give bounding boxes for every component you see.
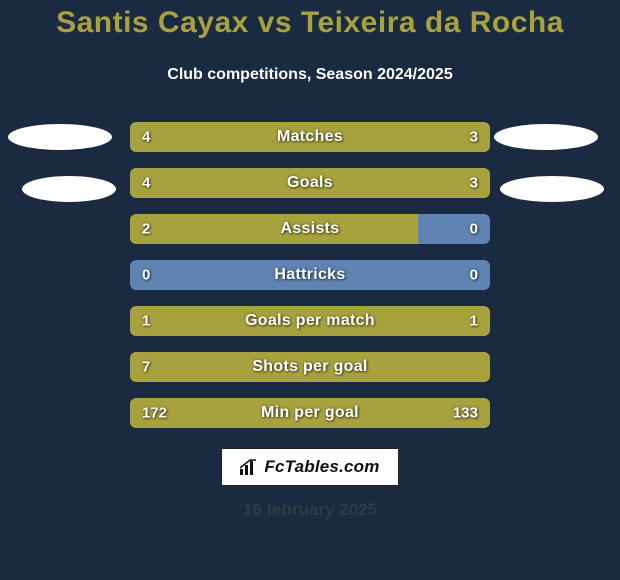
stat-right-value: 0 (470, 221, 478, 238)
stat-fill-right (335, 168, 490, 198)
bar-chart-icon (240, 459, 258, 475)
date-label: 16 february 2025 (0, 500, 620, 520)
stat-right-value: 1 (470, 313, 478, 330)
stat-label: Assists (280, 220, 339, 238)
stat-right-value: 133 (453, 405, 478, 422)
stat-row: 7 Shots per goal (130, 352, 490, 382)
stat-left-value: 2 (142, 221, 150, 238)
stat-row: 2 Assists 0 (130, 214, 490, 244)
comparison-infographic: Santis Cayax vs Teixeira da Rocha Club c… (0, 0, 620, 580)
stat-left-value: 0 (142, 267, 150, 284)
stat-left-value: 4 (142, 175, 150, 192)
stat-right-value: 3 (470, 129, 478, 146)
stat-label: Matches (277, 128, 343, 146)
decorative-ellipse (22, 176, 116, 202)
decorative-ellipse (8, 124, 112, 150)
stats-panel: 4 Matches 3 4 Goals 3 2 Assists 0 0 Hattricks 0 1 Goa… (130, 122, 490, 444)
stat-row: 1 Goals per match 1 (130, 306, 490, 336)
stat-right-value: 3 (470, 175, 478, 192)
stat-label: Goals per match (245, 312, 375, 330)
stat-row: 4 Matches 3 (130, 122, 490, 152)
stat-row: 172 Min per goal 133 (130, 398, 490, 428)
subtitle: Club competitions, Season 2024/2025 (0, 66, 620, 84)
stat-label: Hattricks (274, 266, 345, 284)
stat-label: Min per goal (261, 404, 359, 422)
brand-box: FcTables.com (221, 448, 399, 486)
stat-left-value: 7 (142, 359, 150, 376)
stat-row: 4 Goals 3 (130, 168, 490, 198)
brand-text: FcTables.com (264, 457, 379, 477)
stat-label: Shots per goal (252, 358, 367, 376)
decorative-ellipse (500, 176, 604, 202)
decorative-ellipse (494, 124, 598, 150)
page-title: Santis Cayax vs Teixeira da Rocha (0, 0, 620, 40)
stat-fill-left (130, 214, 418, 244)
stat-label: Goals (287, 174, 333, 192)
stat-fill-right (335, 122, 490, 152)
stat-right-value: 0 (470, 267, 478, 284)
stat-left-value: 172 (142, 405, 167, 422)
stat-row: 0 Hattricks 0 (130, 260, 490, 290)
stat-left-value: 1 (142, 313, 150, 330)
stat-left-value: 4 (142, 129, 150, 146)
